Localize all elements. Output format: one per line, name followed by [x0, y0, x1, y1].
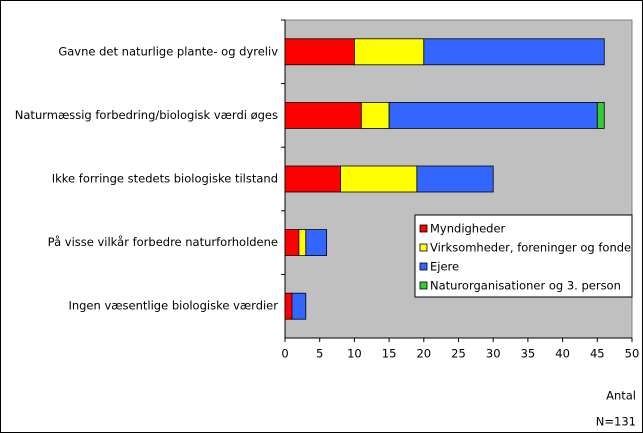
bar-segment [284, 229, 300, 257]
legend-label: Myndigheder [430, 222, 506, 236]
x-tick-label: 25 [451, 347, 466, 361]
x-axis-label: Antal [606, 389, 636, 403]
x-tick-label: 0 [281, 347, 288, 361]
legend-swatch [419, 262, 428, 271]
bar-segment [353, 38, 425, 66]
legend-label: Naturorganisationer og 3. person [430, 279, 621, 293]
legend-swatch [419, 224, 428, 233]
legend-swatch [419, 243, 428, 252]
y-tick-label: Gavne det naturlige plante- og dyreliv [58, 44, 278, 58]
annotation: N=131 [596, 415, 636, 429]
bar-segment [596, 102, 605, 129]
legend-label: Virksomheder, foreninger og fonde [430, 241, 631, 255]
bar-segment [284, 292, 293, 320]
bar-segment [340, 165, 418, 193]
legend-label: Ejere [430, 260, 459, 274]
x-tick-label: 40 [555, 347, 570, 361]
bar-segment [284, 38, 355, 66]
bar-segment [423, 38, 605, 66]
x-tick-label: 20 [416, 347, 431, 361]
bar-segment [284, 165, 341, 193]
y-tick-label: På visse vilkår forbedre naturforholdene [48, 235, 278, 249]
y-tick-label: Naturmæssig forbedring/biologisk værdi ø… [15, 108, 278, 122]
x-tick-label: 50 [625, 347, 640, 361]
x-tick-label: 10 [347, 347, 362, 361]
x-tick-label: 35 [521, 347, 536, 361]
bar-segment [360, 102, 390, 129]
x-tick-label: 15 [382, 347, 397, 361]
bar-segment [298, 229, 307, 257]
bar-segment [291, 292, 307, 320]
x-tick-label: 30 [486, 347, 501, 361]
x-tick-label: 45 [590, 347, 605, 361]
legend-box [414, 214, 633, 298]
legend-swatch [419, 281, 428, 290]
bar-segment [305, 229, 328, 257]
y-tick-label: Ikke forringe stedets biologiske tilstan… [52, 172, 278, 186]
bar-segment [388, 102, 598, 129]
x-tick-label: 5 [316, 347, 323, 361]
y-tick-label: Ingen væsentlige biologiske værdier [68, 299, 278, 313]
bar-segment [284, 102, 362, 129]
bar-segment [416, 165, 494, 193]
